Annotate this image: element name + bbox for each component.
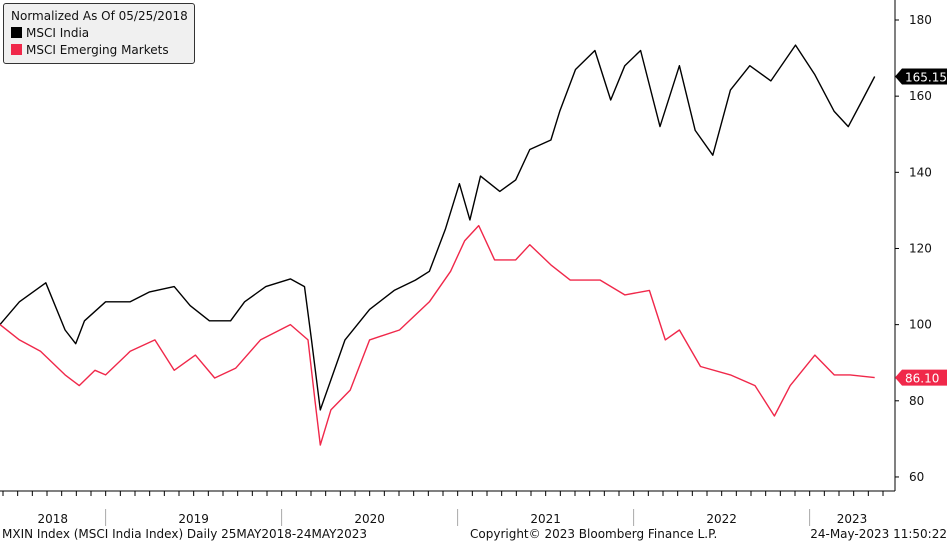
- legend-swatch-india: [11, 27, 22, 38]
- y-tick-label: 180: [909, 13, 932, 27]
- y-tick-label: 120: [909, 241, 932, 255]
- footer-copyright: Copyright© 2023 Bloomberg Finance L.P.: [470, 527, 718, 541]
- footer-security: MXIN Index (MSCI India Index) Daily 25MA…: [2, 527, 367, 541]
- legend-swatch-em: [11, 44, 22, 55]
- y-tick-label: 160: [909, 89, 932, 103]
- footer-timestamp: 24-May-2023 11:50:22: [810, 527, 947, 541]
- x-tick-label: 2021: [530, 512, 561, 526]
- last-value-label: 165.15: [905, 71, 947, 85]
- legend-item-india: MSCI India: [11, 25, 194, 42]
- x-tick-label: 2018: [38, 512, 69, 526]
- legend-label-india: MSCI India: [26, 26, 90, 40]
- legend-item-em: MSCI Emerging Markets: [11, 42, 194, 59]
- y-tick-label: 140: [909, 165, 932, 179]
- y-tick-label: 60: [909, 470, 924, 484]
- last-value-tag: [895, 68, 947, 85]
- legend-label-em: MSCI Emerging Markets: [26, 43, 169, 57]
- last-value-tag: [895, 369, 947, 386]
- x-tick-label: 2019: [178, 512, 209, 526]
- x-tick-label: 2020: [354, 512, 385, 526]
- series-line-em: [0, 224, 875, 446]
- y-tick-label: 80: [909, 394, 924, 408]
- legend: Normalized As Of 05/25/2018 MSCI India M…: [3, 3, 195, 64]
- series-line-india: [0, 44, 876, 411]
- last-value-label: 86.10: [905, 372, 939, 386]
- x-tick-label: 2022: [706, 512, 737, 526]
- legend-title: Normalized As Of 05/25/2018: [11, 9, 188, 23]
- x-tick-label: 2023: [837, 512, 868, 526]
- y-tick-label: 100: [909, 318, 932, 332]
